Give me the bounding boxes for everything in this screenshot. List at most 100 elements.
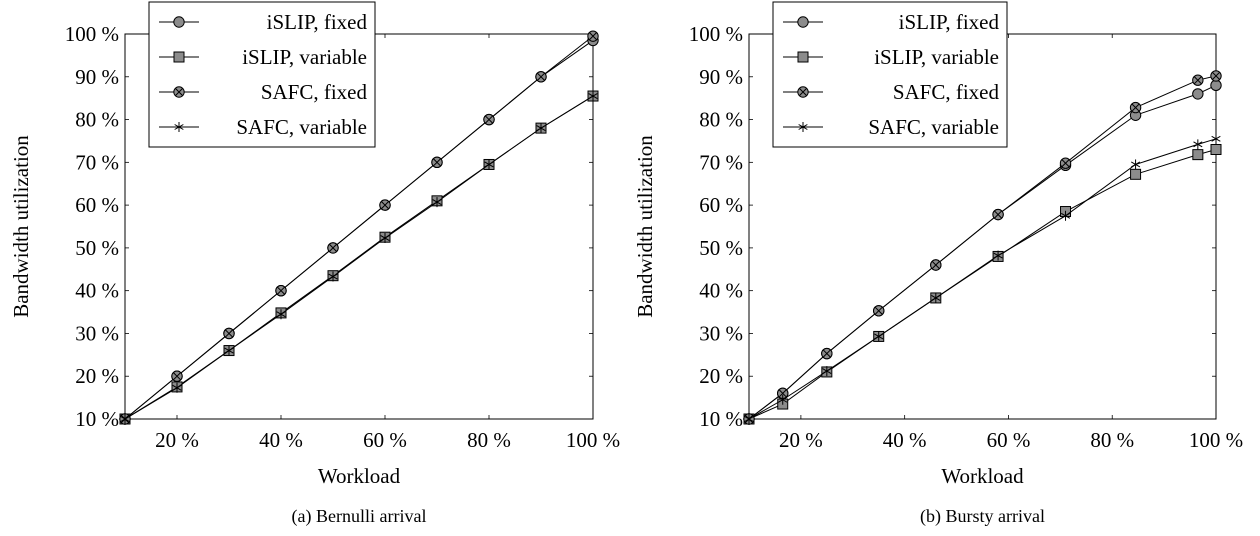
legend-label: iSLIP, fixed [899,10,1000,34]
data-point-cross-b [1212,71,1220,80]
legend-label: iSLIP, variable [242,45,367,69]
data-point-cross-b [277,286,285,295]
data-point [276,309,286,320]
data-point [1193,139,1203,150]
chart-panel-a: 20 % 40 % 60 % 80 % 100 % 10 % 20 % 30 % 40 % 50 … [9,1,620,527]
legend-label: iSLIP, fixed [267,10,368,34]
data-point-cross-b [931,261,940,269]
x-tick-label: 100 % [1189,428,1243,452]
data-point-stroke-2 [874,333,884,340]
y-tick-label: 90 % [699,65,743,89]
legend-marker [798,122,808,132]
data-point [379,199,391,211]
series-line [749,149,1217,419]
data-point-cross-b [1193,76,1202,85]
data-point-cross-b [822,349,831,358]
data-point [327,242,339,254]
figure-caption: (b) Bursty arrival [920,506,1045,527]
legend-marker [173,86,185,98]
data-point [535,71,547,83]
data-point-cross-b [1061,159,1070,168]
y-tick-label: 50 % [75,236,119,260]
legend-marker [174,122,184,132]
data-point [1192,149,1204,161]
y-tick-label: 60 % [75,193,119,217]
data-point [587,30,599,42]
legend-label: SAFC, variable [236,115,367,139]
y-tick-label: 40 % [75,279,119,303]
series-line [125,35,594,419]
data-point [172,382,182,393]
y-axis-label: Bandwidth utilization [633,135,657,318]
x-tick-label: 20 % [155,428,199,452]
legend-marker [797,51,809,63]
data-point-stroke-2 [172,384,182,391]
data-point-stroke-2 [993,252,1003,259]
data-point-stroke-2 [224,347,234,354]
data-point-stroke-2 [380,235,390,241]
legend-marker [173,16,185,28]
series-safc-variable [744,133,1221,424]
data-point [930,259,942,271]
x-tick-label: 60 % [363,428,407,452]
series-line [749,75,1217,419]
data-point-cross-b [874,306,883,315]
y-axis-label: Bandwidth utilization [9,135,33,318]
legend-marker [797,16,809,28]
data-point [874,331,884,342]
x-tick-label: 40 % [259,428,303,452]
y-tick-label: 70 % [75,150,119,174]
data-point-cross-b [589,32,597,41]
x-tick-label: 20 % [779,428,823,452]
data-point-stroke-2 [931,295,941,301]
legend: iSLIP, fixed iSLIP, variable SAFC, fixed SA… [772,1,1008,148]
x-axis-label: Workload [318,464,401,488]
legend-marker-cross-b [175,88,183,96]
x-tick-label: 80 % [1090,428,1134,452]
data-point [1210,144,1222,155]
data-point [821,347,833,360]
x-tick-label: 80 % [467,428,511,452]
y-tick-label: 100 % [689,22,743,46]
data-point [536,123,546,134]
y-tick-label: 30 % [75,321,119,345]
y-tick-label: 80 % [699,108,743,132]
series-line [125,95,594,419]
legend-marker [173,51,185,63]
data-point [224,345,234,356]
data-point [380,233,390,244]
data-point [120,414,130,424]
data-point-stroke-2 [536,125,546,132]
data-point [223,327,235,340]
data-point [1210,79,1222,92]
data-point-cross-b [225,329,233,338]
legend-marker [797,86,809,98]
legend-marker-stroke-2 [174,124,184,130]
data-point-stroke-2 [1211,135,1221,142]
data-point-stroke-2 [120,416,130,422]
data-point [778,394,788,405]
data-point-stroke-2 [328,273,338,280]
data-point [588,91,598,102]
data-point-cross-b [433,158,441,167]
data-point-stroke-2 [778,396,788,403]
data-point-cross-b [381,201,389,210]
data-point [822,366,832,377]
legend-marker-cross-b [799,88,807,96]
legend-box [772,1,1008,148]
data-point-stroke-2 [1193,141,1203,148]
data-point [484,159,494,170]
data-point [483,113,495,126]
y-tick-label: 60 % [699,193,743,217]
data-point [1192,74,1204,86]
data-point [432,197,442,208]
data-point [328,271,338,282]
data-point-cross-b [537,72,545,81]
data-point-cross-b [1131,103,1140,112]
data-point [275,284,287,297]
data-point [171,370,183,382]
y-tick-label: 10 % [699,407,743,431]
data-point [1129,101,1142,114]
y-tick-label: 40 % [699,279,743,303]
data-point [1130,168,1142,180]
